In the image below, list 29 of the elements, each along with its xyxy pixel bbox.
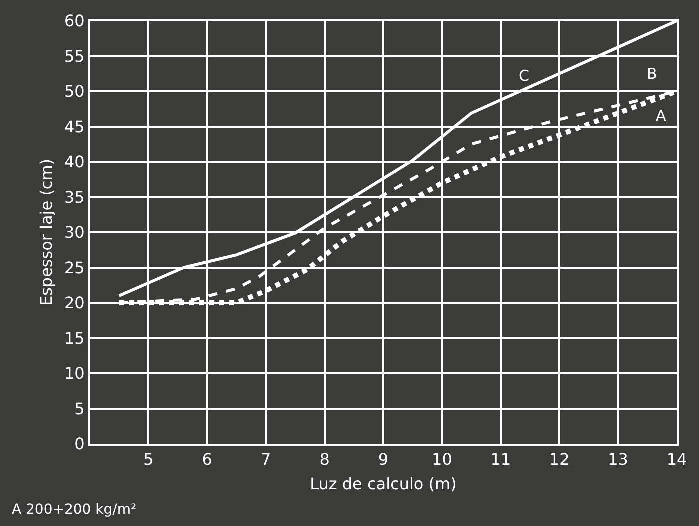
x-tick-label: 9 (378, 450, 389, 470)
x-tick-label: 8 (320, 450, 330, 470)
y-tick-label: 5 (74, 399, 85, 418)
y-tick-label: 25 (64, 258, 85, 278)
text: A 200+200 kg/m² (12, 502, 137, 518)
y-tick-label: 0 (74, 434, 85, 454)
y-tick-label: 10 (64, 364, 85, 384)
series-label: A (656, 107, 667, 125)
x-tick-label: 11 (490, 450, 512, 470)
y-tick-label: 30 (64, 223, 85, 242)
y-axis-title: Espessor laje (cm) (36, 158, 56, 306)
y-tick-label: 15 (64, 328, 85, 348)
x-tick-label: 10 (432, 450, 452, 470)
x-tick-label: 6 (202, 450, 212, 470)
x-tick-label: 13 (608, 450, 628, 470)
y-tick-label: 45 (64, 117, 85, 136)
y-tick-label: 50 (64, 82, 85, 102)
x-tick-label: 14 (666, 450, 688, 470)
y-tick-label: 35 (64, 188, 85, 207)
y-tick-label: 60 (64, 12, 85, 31)
series-label: C (519, 67, 530, 85)
x-tick-label: 7 (261, 450, 272, 470)
x-tick-label: 5 (144, 450, 154, 470)
x-axis-title: Luz de calculo (m) (310, 474, 457, 494)
y-tick-label: 40 (64, 152, 85, 172)
series-label: B (647, 65, 658, 83)
y-tick-label: 55 (64, 46, 85, 66)
y-tick-label: 20 (64, 294, 85, 313)
x-tick-label: 12 (549, 450, 570, 470)
